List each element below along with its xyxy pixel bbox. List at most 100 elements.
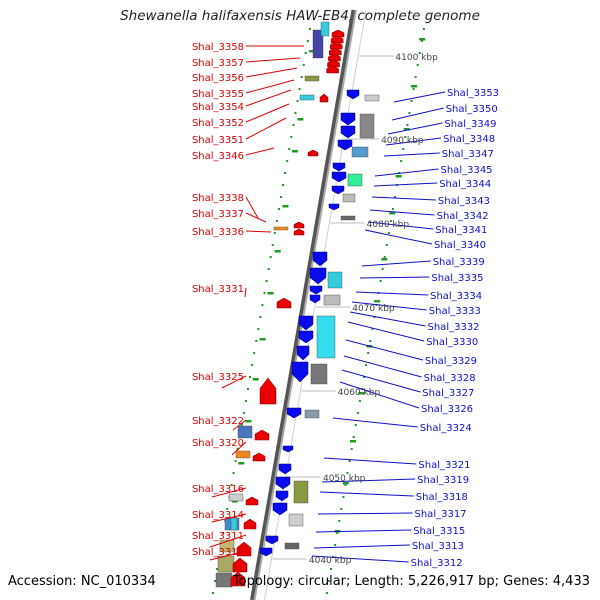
- tick-dot: [340, 508, 343, 510]
- tick-mark: [411, 85, 418, 88]
- tick-dot: [408, 112, 411, 114]
- gene-leader-left: [245, 103, 290, 123]
- tick-dot: [263, 292, 266, 294]
- gene-leader-left: [209, 534, 247, 548]
- forward-gene-arrow: [346, 89, 360, 100]
- tick-dot: [249, 376, 252, 378]
- tick-dot: [352, 436, 355, 438]
- gene-leader-right: [351, 301, 427, 311]
- feature-box: [340, 215, 356, 221]
- forward-gene-arrow: [340, 125, 356, 139]
- tick-dot: [306, 40, 309, 42]
- tick-mark: [252, 378, 259, 381]
- topology-summary: Topology: circular; Length: 5,226,917 bp…: [232, 574, 590, 589]
- forward-gene-arrow: [312, 251, 328, 267]
- reverse-gene-arrow: [319, 93, 329, 103]
- tick-mark: [274, 250, 281, 253]
- gene-label-right: Shal_3349: [444, 119, 496, 130]
- gene-leader-left: [211, 487, 247, 498]
- gene-leader-right: [349, 311, 426, 327]
- gene-label-right: Shal_3343: [438, 196, 490, 207]
- gene-label-left: Shal_3325: [192, 372, 244, 383]
- tick-dot: [416, 64, 419, 66]
- reverse-gene-arrow: [243, 518, 257, 530]
- tick-dot: [288, 148, 291, 150]
- tick-dot: [222, 532, 225, 534]
- scale-label: 4070 kbp: [352, 304, 395, 314]
- gene-label-right: Shal_3319: [417, 475, 469, 486]
- tick-dot: [363, 376, 366, 378]
- feature-box: [237, 425, 253, 439]
- gene-label-right: Shal_3347: [442, 149, 494, 160]
- gene-label-left: Shal_3336: [192, 227, 244, 238]
- forward-gene-arrow: [278, 463, 292, 475]
- forward-gene-arrow: [331, 185, 345, 195]
- tick-dot: [304, 52, 307, 54]
- tick-mark: [259, 338, 266, 341]
- forward-gene-arrow: [298, 315, 314, 331]
- rna-feature-box: [320, 21, 330, 37]
- reverse-gene-arrow: [252, 452, 266, 462]
- reverse-gene-arrow: [293, 221, 305, 229]
- gene-label-left: Shal_3338: [192, 193, 244, 204]
- tick-dot: [406, 124, 409, 126]
- tick-dot: [414, 76, 417, 78]
- tick-mark: [358, 392, 365, 395]
- gene-leader-right: [355, 291, 429, 296]
- gene-leader-left: [211, 513, 247, 523]
- tick-dot: [391, 208, 394, 210]
- tick-dot: [358, 400, 361, 402]
- label-layer: 4100 kbp 4090 kbp 4080 kbp 4070 kbp 4060 kbp…: [192, 42, 499, 569]
- hypothetical-gene-box: [342, 193, 356, 203]
- gene-leader-right: [343, 355, 422, 378]
- tick-dot: [330, 568, 333, 570]
- forward-gene-arrow: [296, 345, 310, 361]
- rna-feature-box: [230, 517, 238, 531]
- gene-label-right: Shal_3332: [428, 322, 480, 333]
- tick-dot: [290, 136, 293, 138]
- forward-gene-arrow: [291, 361, 309, 383]
- reverse-gene-arrow: [245, 496, 259, 506]
- gene-label-right: Shal_3315: [413, 526, 465, 537]
- gene-label-right: Shal_3340: [434, 240, 486, 251]
- tick-dot: [284, 172, 287, 174]
- gene-leader-left: [245, 230, 272, 233]
- gene-label-right: Shal_3345: [441, 165, 493, 176]
- hypothetical-gene-box: [359, 113, 375, 139]
- forward-gene-arrow: [337, 139, 353, 151]
- reverse-gene-arrow: [307, 149, 319, 157]
- tick-dot: [216, 568, 219, 570]
- gene-label-right: Shal_3350: [446, 104, 498, 115]
- tick-mark: [374, 300, 381, 303]
- forward-gene-arrow: [286, 407, 302, 419]
- gene-leader-left: [245, 117, 287, 140]
- gene-leader-right: [323, 457, 417, 465]
- tick-dot: [365, 364, 368, 366]
- reverse-gene-arrow: [230, 571, 246, 587]
- gene-label-right: Shal_3342: [437, 211, 489, 222]
- gene-leader-right: [347, 321, 425, 342]
- hypothetical-gene-box: [364, 94, 380, 102]
- gene-leader-left: [245, 67, 298, 78]
- tick-dot: [273, 232, 276, 234]
- gene-label-right: Shal_3318: [416, 492, 468, 503]
- forward-gene-arrow: [265, 535, 279, 545]
- gene-label-left: Shal_3322: [192, 416, 244, 427]
- reverse-gene-arrow: [326, 65, 339, 74]
- forward-gene-arrow: [309, 267, 327, 285]
- gene-label-left: Shal_3351: [192, 135, 244, 146]
- gene-label-right: Shal_3329: [425, 356, 477, 367]
- gene-label-right: Shal_3327: [422, 388, 474, 399]
- gene-leader-right: [387, 122, 443, 135]
- tick-dot: [255, 340, 258, 342]
- tick-dot: [348, 460, 351, 462]
- tick-dot: [296, 100, 299, 102]
- gene-label-right: Shal_3328: [424, 373, 476, 384]
- tick-dot: [346, 472, 349, 474]
- tick-dot: [389, 220, 392, 222]
- forward-gene-arrow: [275, 490, 289, 502]
- forward-gene-arrow: [282, 445, 294, 453]
- reverse-gene-arrow: [254, 429, 270, 441]
- gene-label-right: Shal_3312: [411, 558, 463, 569]
